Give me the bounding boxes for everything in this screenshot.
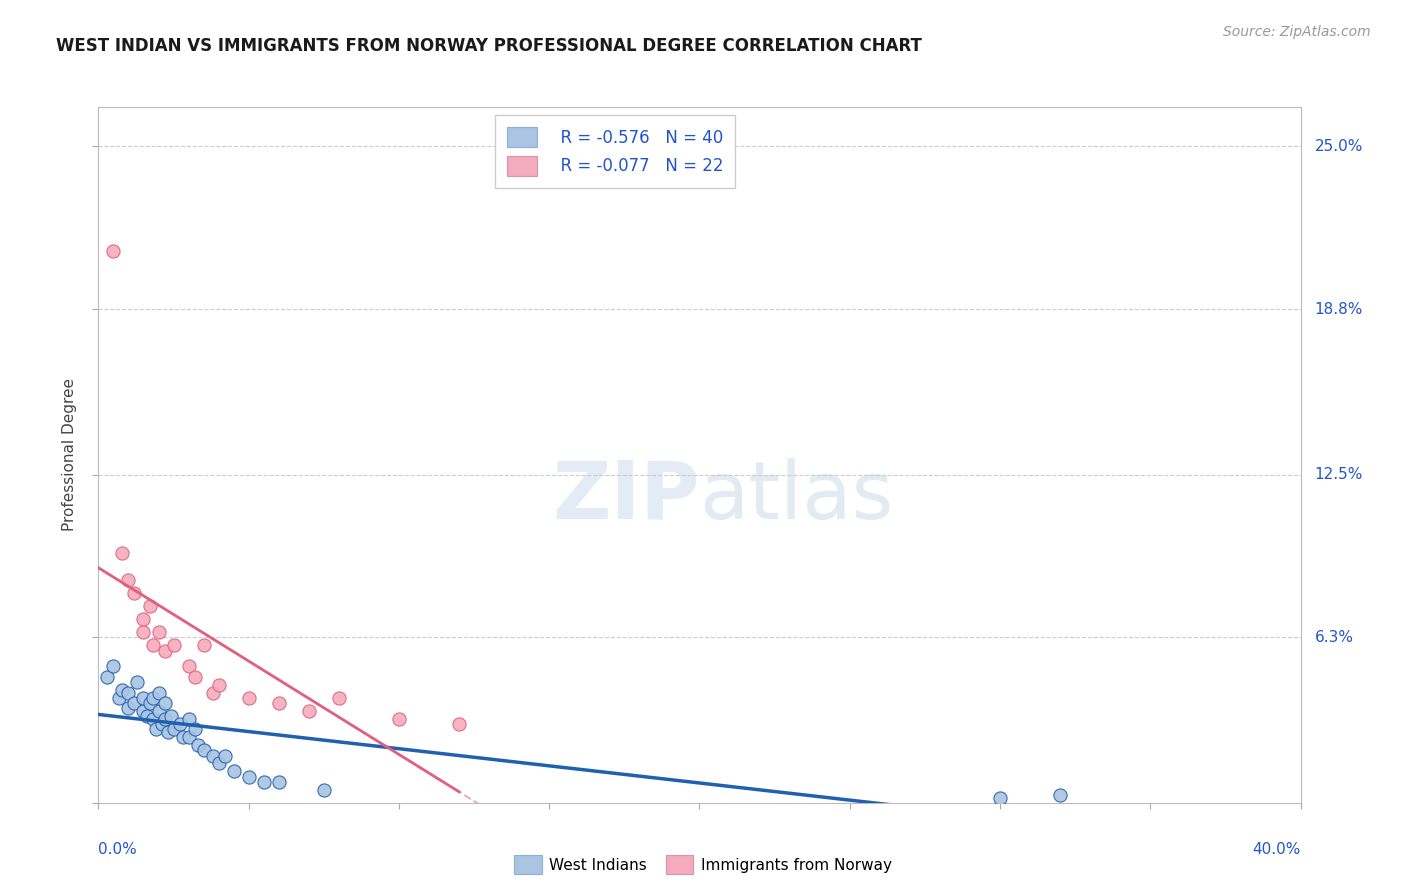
Point — [162, 638, 184, 652]
Point — [156, 725, 179, 739]
Point — [169, 717, 191, 731]
Point — [108, 690, 131, 705]
Point — [312, 782, 335, 797]
Point — [132, 704, 155, 718]
Point — [1049, 788, 1071, 802]
Point — [193, 638, 215, 652]
Point — [208, 678, 231, 692]
Point — [153, 643, 176, 657]
Text: 18.8%: 18.8% — [1315, 301, 1362, 317]
Text: 40.0%: 40.0% — [1253, 842, 1301, 856]
Point — [141, 690, 163, 705]
Text: WEST INDIAN VS IMMIGRANTS FROM NORWAY PROFESSIONAL DEGREE CORRELATION CHART: WEST INDIAN VS IMMIGRANTS FROM NORWAY PR… — [56, 37, 922, 55]
Point — [150, 717, 173, 731]
Point — [132, 625, 155, 640]
Text: atlas: atlas — [699, 458, 894, 536]
Point — [124, 696, 146, 710]
Point — [447, 717, 470, 731]
Point — [103, 244, 125, 259]
Point — [177, 730, 200, 744]
Text: 12.5%: 12.5% — [1315, 467, 1362, 482]
Point — [388, 712, 411, 726]
Point — [172, 730, 194, 744]
Point — [127, 675, 149, 690]
Point — [238, 770, 260, 784]
Point — [111, 546, 134, 560]
Point — [145, 723, 167, 737]
Point — [124, 586, 146, 600]
Legend: West Indians, Immigrants from Norway: West Indians, Immigrants from Norway — [508, 849, 898, 880]
Point — [238, 690, 260, 705]
Point — [201, 748, 224, 763]
Point — [267, 774, 290, 789]
Point — [141, 712, 163, 726]
Point — [141, 638, 163, 652]
Point — [208, 756, 231, 771]
Point — [988, 790, 1011, 805]
Point — [132, 612, 155, 626]
Point — [103, 659, 125, 673]
Point — [111, 682, 134, 697]
Point — [267, 696, 290, 710]
Point — [177, 712, 200, 726]
Text: Source: ZipAtlas.com: Source: ZipAtlas.com — [1223, 25, 1371, 39]
Y-axis label: Professional Degree: Professional Degree — [62, 378, 77, 532]
Point — [193, 743, 215, 757]
Point — [117, 685, 139, 699]
Point — [187, 738, 209, 752]
Point — [201, 685, 224, 699]
Point — [328, 690, 350, 705]
Point — [117, 573, 139, 587]
Point — [148, 625, 170, 640]
Text: ZIP: ZIP — [553, 458, 699, 536]
Point — [96, 670, 118, 684]
Text: 25.0%: 25.0% — [1315, 139, 1362, 154]
Point — [148, 685, 170, 699]
Legend:   R = -0.576   N = 40,   R = -0.077   N = 22: R = -0.576 N = 40, R = -0.077 N = 22 — [495, 115, 735, 187]
Point — [222, 764, 245, 779]
Point — [138, 696, 160, 710]
Point — [183, 723, 205, 737]
Point — [214, 748, 236, 763]
Point — [138, 599, 160, 613]
Point — [117, 701, 139, 715]
Text: 6.3%: 6.3% — [1315, 630, 1354, 645]
Point — [148, 704, 170, 718]
Point — [153, 712, 176, 726]
Point — [153, 696, 176, 710]
Text: 0.0%: 0.0% — [98, 842, 138, 856]
Point — [162, 723, 184, 737]
Point — [183, 670, 205, 684]
Point — [135, 709, 157, 723]
Point — [159, 709, 181, 723]
Point — [132, 690, 155, 705]
Point — [253, 774, 276, 789]
Point — [177, 659, 200, 673]
Point — [298, 704, 321, 718]
